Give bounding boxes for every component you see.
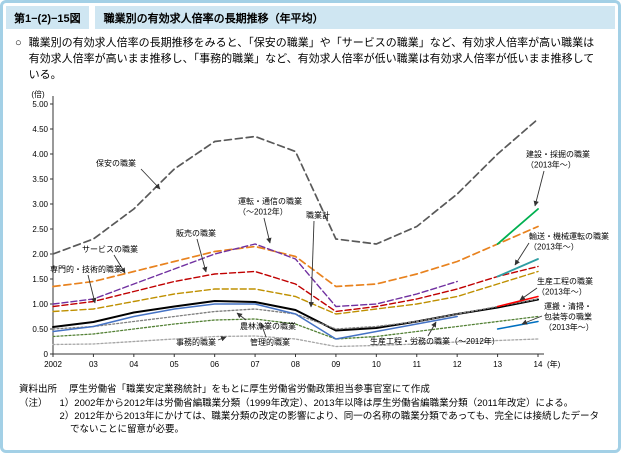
figure-number: 第1−(2)−15図: [6, 6, 89, 29]
chart-annotation-label: サービスの職業: [82, 244, 138, 254]
x-axis-unit: (年): [547, 359, 561, 369]
x-tick-label: 07: [251, 360, 260, 369]
y-tick-label: 1.00: [32, 300, 48, 309]
chart-annotation-label: 輸送・機械運転の職業: [529, 231, 609, 241]
y-tick-label: 3.00: [32, 200, 48, 209]
chart-annotation-label: 販売の職業: [176, 228, 216, 238]
source-row: 資料出所 厚生労働省「職業安定業務統計」をもとに厚生労働省労働政策担当参事官室に…: [19, 383, 606, 396]
circle-bullet: ○: [15, 37, 22, 49]
annotation-arrow: [533, 170, 545, 207]
annotation-arrow: [196, 238, 208, 273]
y-tick-label: 5.00: [32, 100, 48, 109]
chart-annotation-label: （2013年〜）: [544, 322, 594, 332]
source-label: 資料出所: [19, 383, 58, 395]
summary-text: 職業別の有効求人倍率の長期推移をみると、「保安の職業」や「サービスの職業」など、…: [28, 37, 595, 81]
notes-list: 1）2002年から2012年は労働省編職業分類（1999年改定）、2013年以降…: [60, 397, 606, 436]
y-tick-label: 0.50: [32, 325, 48, 334]
x-tick-label: 04: [129, 360, 138, 369]
chart-annotation-label: （2013年〜）: [526, 159, 576, 169]
occupation-ratio-line-chart: 0 0.50 1.00 1.50 2.00 2.50 3.00 3.50 4.00 4.50 5.0…: [31, 89, 609, 369]
chart-annotation-label: 建設・採掘の職業: [526, 149, 590, 159]
y-tick-label: 1.50: [32, 275, 48, 284]
series-line-4: [52, 243, 458, 308]
chart-annotation-label: 事務的職業: [176, 337, 216, 347]
series-line-1: [52, 225, 539, 288]
chart-footnotes: 資料出所 厚生労働省「職業安定業務統計」をもとに厚生労働省労働政策担当参事官室に…: [3, 381, 618, 436]
chart-annotation-label: 農林漁業の職業: [240, 321, 296, 331]
series-line-12: [496, 295, 539, 308]
chart-annotation-label: 職業計: [306, 210, 330, 220]
chart-annotation-label: 生産工程の職業: [537, 276, 593, 286]
series-line-8: [52, 315, 539, 340]
y-tick-label: 4.50: [32, 125, 48, 134]
x-tick-label: 10: [372, 360, 381, 369]
x-tick-label: 06: [210, 360, 219, 369]
chart-annotation-label: 専門的・技術的職業: [50, 264, 122, 274]
chart-annotation-label: 生産工程・労務の職業（〜2012年）: [370, 336, 500, 346]
series-line-11: [496, 257, 539, 278]
figure-header: 第1−(2)−15図 職業別の有効求人倍率の長期推移（年平均）: [3, 3, 618, 29]
x-tick-label: 03: [89, 360, 98, 369]
series-line-2: [52, 265, 539, 313]
x-tick-label: 14: [534, 360, 543, 369]
note-item: 2）2012年から2013年にかけては、職業分類の改定の影響により、同一の名称の…: [59, 411, 599, 436]
annotation-arrow: [514, 242, 530, 266]
series-line-7: [52, 335, 539, 347]
figure-title: 職業別の有効求人倍率の長期推移（年平均）: [94, 6, 615, 29]
chart-annotation-label: 運転・通信の職業: [238, 196, 302, 206]
series-line-13: [496, 320, 539, 330]
chart-area: 0 0.50 1.00 1.50 2.00 2.50 3.00 3.50 4.00 4.50 5.0…: [3, 86, 618, 381]
annotation-arrow: [140, 168, 161, 190]
x-tick-label: 2002: [44, 360, 62, 369]
chart-annotation-label: 管理的職業: [250, 337, 290, 347]
x-tick-label: 09: [331, 360, 340, 369]
annotation-arrow: [519, 287, 538, 301]
notes-row: （注） 1）2002年から2012年は労働省編職業分類（1999年改定）、201…: [19, 397, 606, 436]
x-tick-label: 11: [413, 360, 422, 369]
y-tick-label: 3.50: [32, 175, 48, 184]
note-item: 1）2002年から2012年は労働省編職業分類（1999年改定）、2013年以降…: [59, 397, 574, 409]
series-line-10: [496, 207, 539, 245]
series-line-3: [52, 270, 539, 315]
y-axis-unit: (倍): [31, 89, 45, 99]
annotation-arrow: [427, 321, 437, 337]
x-tick-label: 13: [493, 360, 502, 369]
annotation-arrow: [260, 322, 267, 337]
chart-annotation-label: 包装等の職業: [544, 311, 592, 321]
annotation-arrow: [217, 336, 227, 342]
y-tick-label: 4.00: [32, 150, 48, 159]
x-tick-label: 05: [170, 360, 179, 369]
chart-annotation-label: （2013年〜）: [529, 241, 579, 251]
annotation-arrow: [113, 254, 126, 274]
annotation-arrow: [263, 217, 272, 244]
y-tick-label: 2.50: [32, 225, 48, 234]
annotation-arrow: [236, 312, 247, 321]
summary-paragraph: ○ 職業別の有効求人倍率の長期推移をみると、「保安の職業」や「サービスの職業」な…: [3, 29, 618, 86]
x-tick-label: 12: [453, 360, 462, 369]
annotation-arrow: [87, 274, 97, 304]
source-text: 厚生労働省「職業安定業務統計」をもとに厚生労働省労働政策担当参事官室にて作成: [69, 383, 430, 395]
y-tick-label: 0: [44, 350, 49, 359]
annotation-arrow: [308, 220, 315, 308]
series-line-0: [52, 117, 539, 255]
notes-label: （注）: [19, 397, 48, 409]
chart-annotation-label: 運搬・清掃・: [544, 301, 592, 311]
series-line-9: [52, 303, 458, 340]
chart-annotation-label: 保安の職業: [96, 158, 136, 168]
chart-annotation-label: （〜2012年）: [238, 206, 288, 216]
chart-annotation-label: （2013年〜）: [537, 286, 587, 296]
x-tick-label: 08: [291, 360, 300, 369]
annotation-arrow: [521, 315, 543, 325]
y-tick-label: 2.00: [32, 250, 48, 259]
